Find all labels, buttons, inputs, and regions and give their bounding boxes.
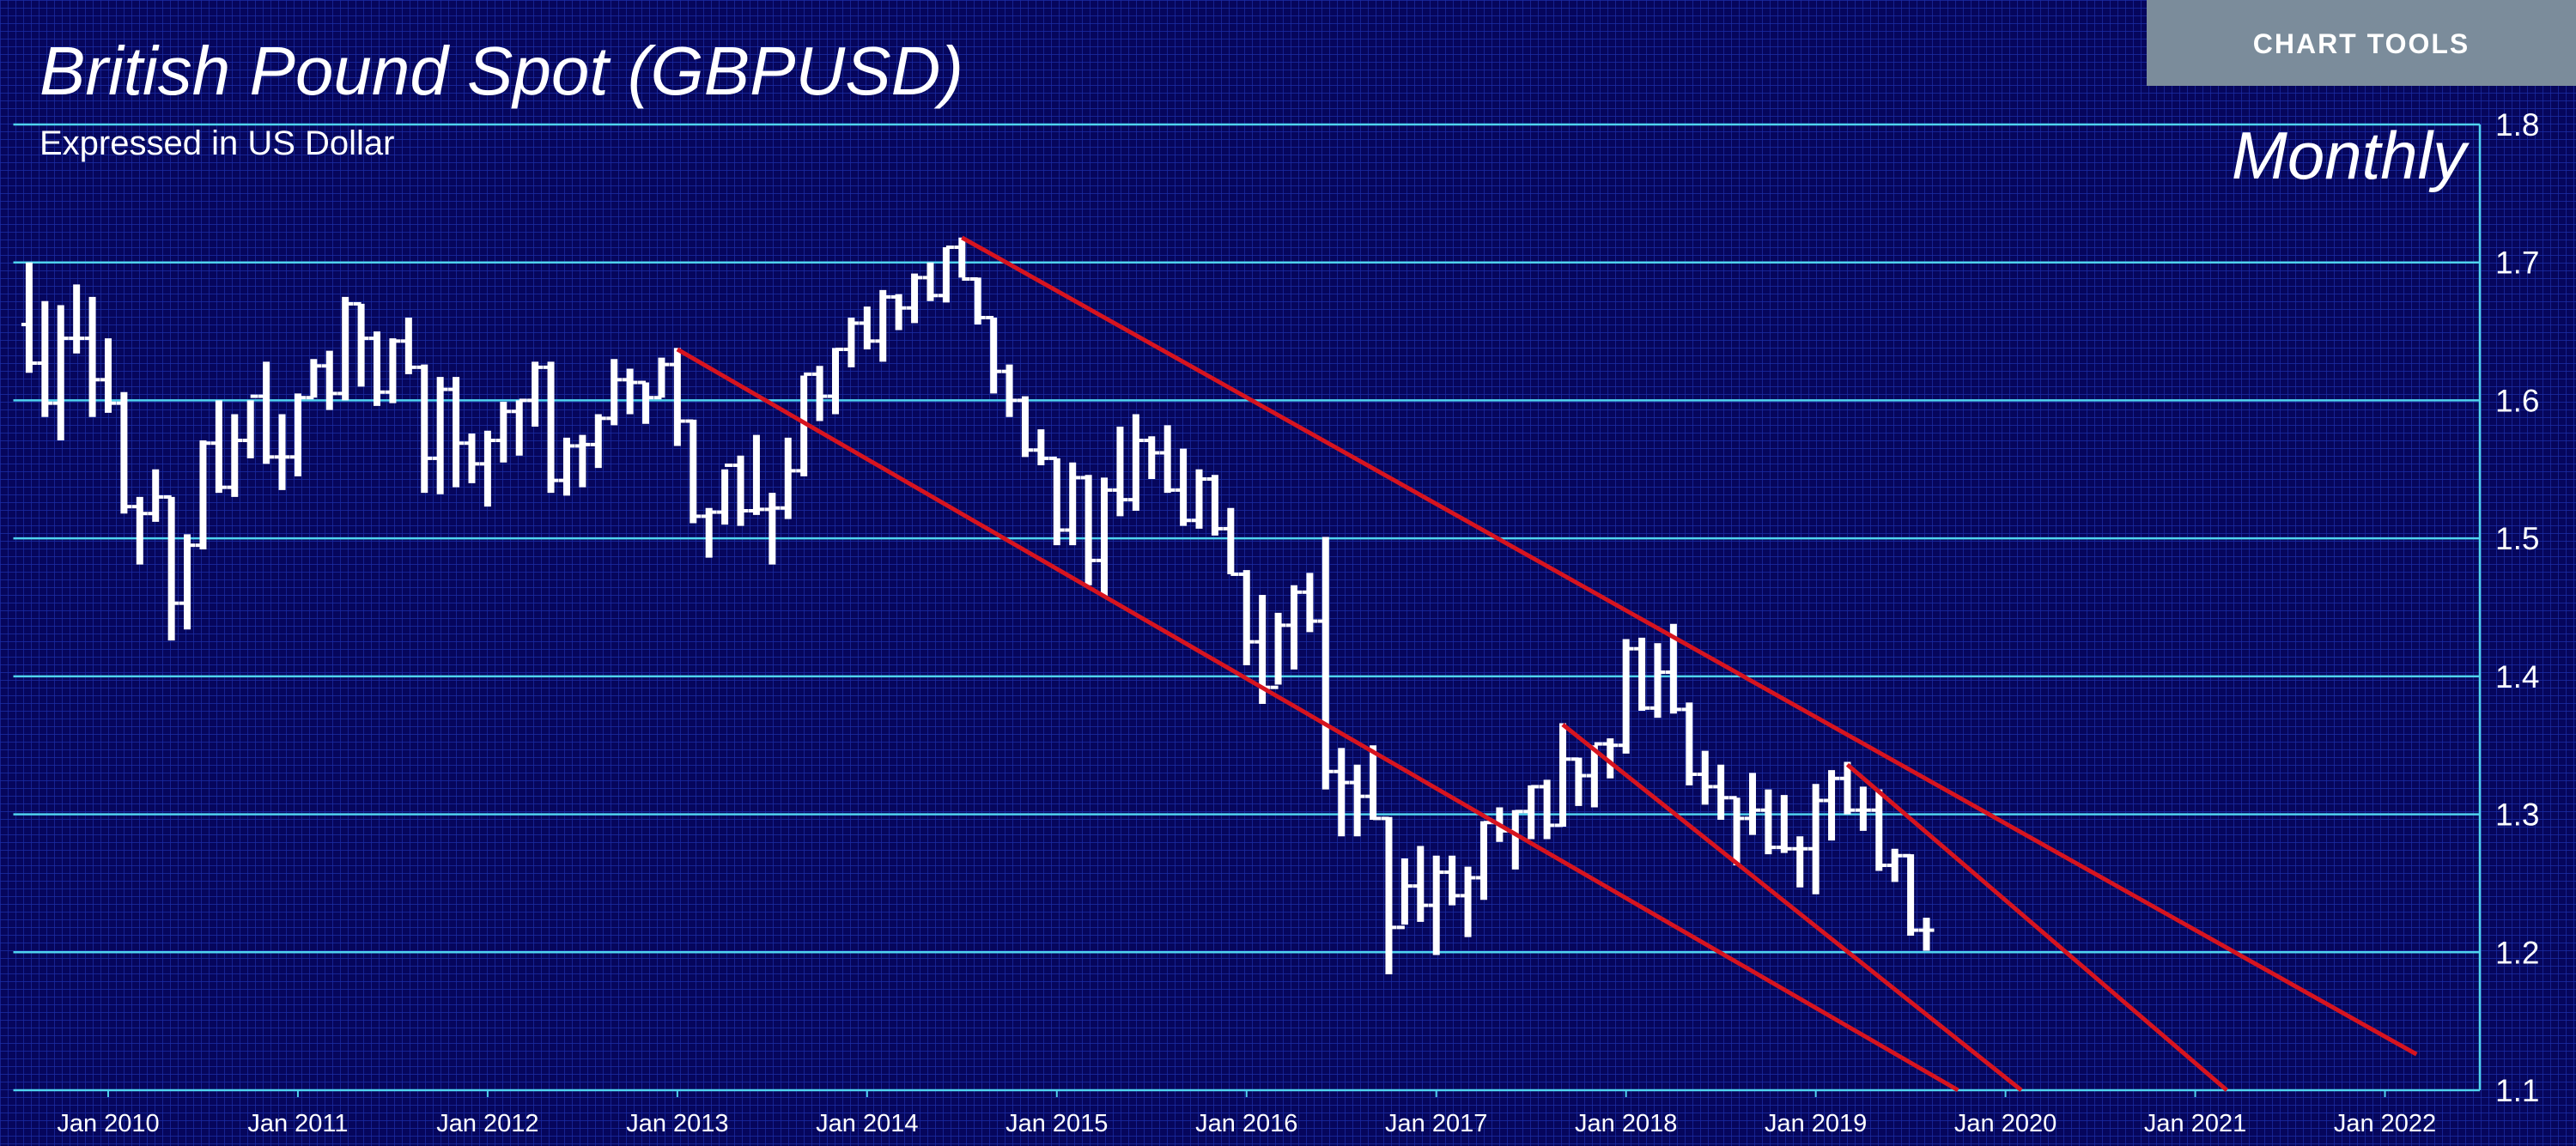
x-tick-label: Jan 2016 bbox=[1195, 1110, 1297, 1137]
y-tick-label: 1.5 bbox=[2495, 521, 2539, 556]
x-tick-label: Jan 2021 bbox=[2144, 1110, 2246, 1137]
y-tick-label: 1.8 bbox=[2495, 107, 2539, 142]
trendline bbox=[961, 235, 2418, 1057]
y-tick-label: 1.7 bbox=[2495, 246, 2539, 281]
x-tick-label: Jan 2017 bbox=[1385, 1110, 1487, 1137]
x-tick-label: Jan 2019 bbox=[1765, 1110, 1867, 1137]
y-tick-label: 1.4 bbox=[2495, 659, 2539, 694]
trendline bbox=[1561, 723, 2023, 1092]
y-tick-label: 1.1 bbox=[2495, 1073, 2539, 1108]
y-tick-label: 1.6 bbox=[2495, 383, 2539, 418]
chart-subtitle: Expressed in US Dollar bbox=[39, 124, 395, 162]
trendlines bbox=[676, 235, 2418, 1093]
x-tick-label: Jan 2010 bbox=[57, 1110, 159, 1137]
frequency-label: Monthly bbox=[2232, 118, 2470, 193]
y-tick-label: 1.2 bbox=[2495, 935, 2539, 970]
x-tick-label: Jan 2012 bbox=[436, 1110, 538, 1137]
x-tick-label: Jan 2015 bbox=[1005, 1110, 1108, 1137]
x-tick-label: Jan 2022 bbox=[2334, 1110, 2436, 1137]
trendline bbox=[676, 347, 1959, 1093]
x-tick-label: Jan 2011 bbox=[247, 1110, 348, 1137]
y-tick-label: 1.3 bbox=[2495, 797, 2539, 833]
x-tick-label: Jan 2014 bbox=[816, 1110, 918, 1137]
chart-tools-button[interactable] bbox=[2147, 0, 2576, 86]
chart-tools-label[interactable]: CHART TOOLS bbox=[2253, 28, 2470, 59]
x-tick-label: Jan 2018 bbox=[1575, 1110, 1677, 1137]
x-tick-label: Jan 2020 bbox=[1954, 1110, 2057, 1137]
chart-title: British Pound Spot (GBPUSD) bbox=[39, 33, 963, 109]
x-tick-label: Jan 2013 bbox=[626, 1110, 728, 1137]
trendline bbox=[1845, 762, 2229, 1092]
